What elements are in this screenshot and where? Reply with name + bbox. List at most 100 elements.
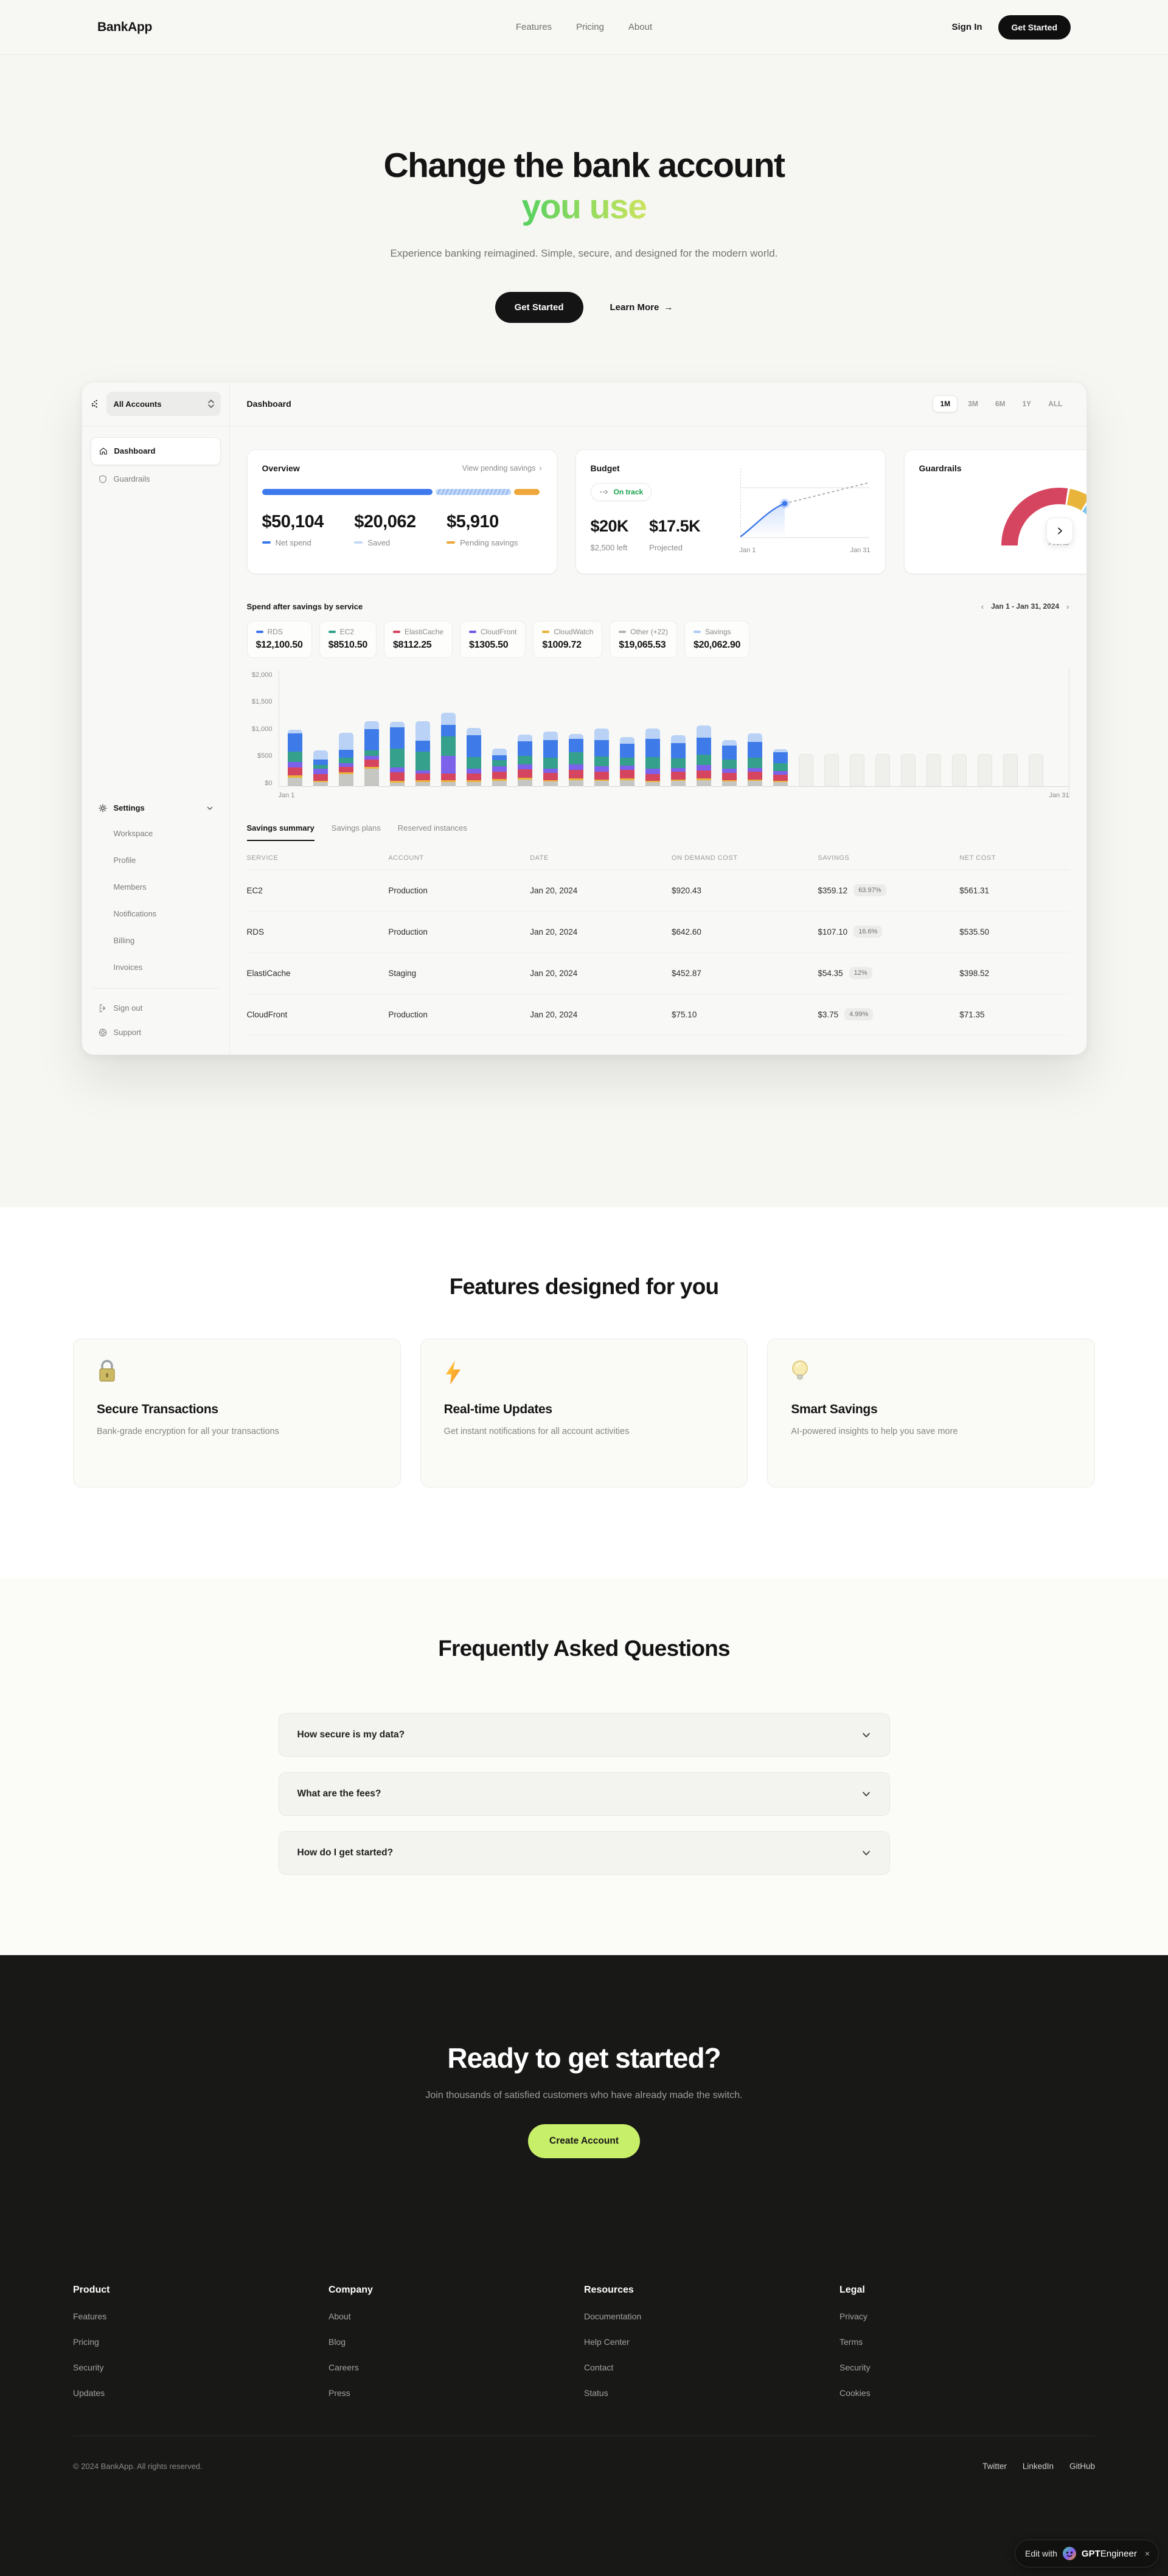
legend-chip[interactable]: RDS $12,100.50 xyxy=(246,620,312,658)
range-all[interactable]: ALL xyxy=(1048,400,1063,409)
period-next-button[interactable]: › xyxy=(1066,601,1069,611)
feature-card-secure[interactable]: Secure Transactions Bank-grade encryptio… xyxy=(73,1338,401,1487)
sidebar-item-profile[interactable]: Profile xyxy=(113,856,136,865)
social-github[interactable]: GitHub xyxy=(1069,2462,1095,2471)
learn-more-link[interactable]: Learn More → xyxy=(610,302,673,313)
range-3m[interactable]: 3M xyxy=(968,400,978,409)
nav-pricing[interactable]: Pricing xyxy=(576,22,604,32)
range-6m[interactable]: 6M xyxy=(995,400,1006,409)
stacked-bar[interactable] xyxy=(747,733,762,786)
sign-in-link[interactable]: Sign In xyxy=(951,22,982,32)
social-twitter[interactable]: Twitter xyxy=(982,2462,1007,2471)
dashboard-header: Dashboard 1M 3M 6M 1Y ALL xyxy=(230,383,1086,426)
tab-savings-summary[interactable]: Savings summary xyxy=(246,823,315,841)
stacked-bar[interactable] xyxy=(364,721,379,786)
sidebar-item-notifications[interactable]: Notifications xyxy=(113,909,157,919)
stacked-bar[interactable] xyxy=(721,740,737,786)
social-linkedin[interactable]: LinkedIn xyxy=(1022,2462,1054,2471)
stacked-bar[interactable] xyxy=(517,734,532,786)
faq-item-get-started[interactable]: How do I get started? xyxy=(278,1831,890,1875)
sidebar-item-settings[interactable]: Settings xyxy=(91,796,221,820)
nav-about[interactable]: About xyxy=(628,22,653,32)
close-icon[interactable]: × xyxy=(1144,2549,1150,2558)
legend-chip[interactable]: Savings $20,062.90 xyxy=(684,620,750,658)
sidebar-item-support[interactable]: Support xyxy=(91,1020,221,1045)
period-prev-button[interactable]: ‹ xyxy=(981,601,984,611)
nav-features[interactable]: Features xyxy=(515,22,552,32)
bar-segment-elasticache xyxy=(492,771,507,780)
footer-link-cookies[interactable]: Cookies xyxy=(839,2388,871,2398)
footer-link-careers[interactable]: Careers xyxy=(328,2363,359,2372)
table-row[interactable]: CloudFront Production Jan 20, 2024 $75.1… xyxy=(246,994,1069,1036)
stacked-bar[interactable] xyxy=(415,721,430,786)
get-started-button[interactable]: Get Started xyxy=(998,15,1071,40)
view-pending-savings-link[interactable]: View pending savings › xyxy=(462,463,542,473)
hero-get-started-button[interactable]: Get Started xyxy=(495,291,583,323)
sidebar-item-billing[interactable]: Billing xyxy=(113,936,135,946)
stacked-bar[interactable] xyxy=(389,721,405,786)
bar-segment-cloudfront xyxy=(338,763,353,767)
feature-card-smart-savings[interactable]: Smart Savings AI-powered insights to hel… xyxy=(767,1338,1096,1487)
alerts-count: 10 xyxy=(1001,517,1086,536)
gpt-engineer-badge[interactable]: Edit with GPTEngineer × xyxy=(1015,2540,1159,2567)
stacked-bar[interactable] xyxy=(466,728,481,786)
stacked-bar[interactable] xyxy=(568,734,583,786)
hero-title-line2: you use xyxy=(521,187,647,227)
sidebar-item-workspace[interactable]: Workspace xyxy=(113,829,153,839)
stacked-bar[interactable] xyxy=(338,732,353,786)
x-start-label: Jan 1 xyxy=(278,791,295,799)
stacked-bar[interactable] xyxy=(313,750,328,786)
legend-chip[interactable]: Other (+22) $19,065.53 xyxy=(610,620,677,658)
footer-link-pricing[interactable]: Pricing xyxy=(73,2337,99,2347)
bar-segment-other xyxy=(517,779,532,786)
sidebar-item-sign-out[interactable]: Sign out xyxy=(91,996,221,1020)
stacked-bar[interactable] xyxy=(440,713,456,786)
footer-link-privacy[interactable]: Privacy xyxy=(839,2311,867,2321)
table-row[interactable]: EC2 Production Jan 20, 2024 $920.43 $359… xyxy=(246,870,1069,912)
account-selector[interactable]: All Accounts xyxy=(106,392,221,417)
stacked-bar[interactable] xyxy=(619,737,634,786)
footer-link-help-center[interactable]: Help Center xyxy=(584,2337,630,2347)
footer-link-features[interactable]: Features xyxy=(73,2311,107,2321)
footer-link-about[interactable]: About xyxy=(328,2311,351,2321)
stacked-bar[interactable] xyxy=(696,725,711,786)
stacked-bar[interactable] xyxy=(645,729,660,786)
footer-link-contact[interactable]: Contact xyxy=(584,2363,614,2372)
table-row[interactable]: ElastiCache Staging Jan 20, 2024 $452.87… xyxy=(246,953,1069,994)
legend-chip[interactable]: CloudFront $1305.50 xyxy=(459,620,526,658)
stacked-bar[interactable] xyxy=(287,729,302,786)
bar-segment-ec2 xyxy=(313,764,328,769)
footer-link-press[interactable]: Press xyxy=(328,2388,350,2398)
stacked-bar[interactable] xyxy=(492,749,507,786)
sidebar-item-invoices[interactable]: Invoices xyxy=(113,963,143,972)
sidebar-item-dashboard[interactable]: Dashboard xyxy=(90,437,221,465)
sidebar-item-guardrails[interactable]: Guardrails xyxy=(91,465,221,493)
stacked-bar[interactable] xyxy=(773,749,788,786)
footer-link-status[interactable]: Status xyxy=(584,2388,608,2398)
range-1m[interactable]: 1M xyxy=(933,395,958,413)
footer-link-updates[interactable]: Updates xyxy=(73,2388,105,2398)
logo[interactable]: BankApp xyxy=(97,19,153,34)
legend-chip[interactable]: CloudWatch $1009.72 xyxy=(533,620,603,658)
footer-link-documentation[interactable]: Documentation xyxy=(584,2311,642,2321)
next-card-button[interactable] xyxy=(1046,517,1073,544)
create-account-button[interactable]: Create Account xyxy=(528,2124,640,2158)
table-row[interactable]: RDS Production Jan 20, 2024 $642.60 $107… xyxy=(246,912,1069,953)
stacked-bar[interactable] xyxy=(543,731,558,786)
footer-link-security[interactable]: Security xyxy=(73,2363,104,2372)
legend-chip[interactable]: ElastiCache $8112.25 xyxy=(383,620,453,658)
tab-reserved-instances[interactable]: Reserved instances xyxy=(397,823,467,833)
bar-segment-rds xyxy=(440,725,456,737)
range-1y[interactable]: 1Y xyxy=(1022,400,1032,409)
legend-chip[interactable]: EC2 $8510.50 xyxy=(319,620,377,658)
footer-link-legal-security[interactable]: Security xyxy=(839,2363,871,2372)
sidebar-item-members[interactable]: Members xyxy=(113,882,147,892)
stacked-bar[interactable] xyxy=(594,729,609,786)
faq-item-fees[interactable]: What are the fees? xyxy=(278,1772,890,1816)
footer-link-blog[interactable]: Blog xyxy=(328,2337,346,2347)
tab-savings-plans[interactable]: Savings plans xyxy=(331,823,381,833)
footer-link-terms[interactable]: Terms xyxy=(839,2337,863,2347)
faq-item-security[interactable]: How secure is my data? xyxy=(278,1713,890,1757)
stacked-bar[interactable] xyxy=(670,735,686,786)
feature-card-realtime[interactable]: Real-time Updates Get instant notificati… xyxy=(420,1338,748,1487)
